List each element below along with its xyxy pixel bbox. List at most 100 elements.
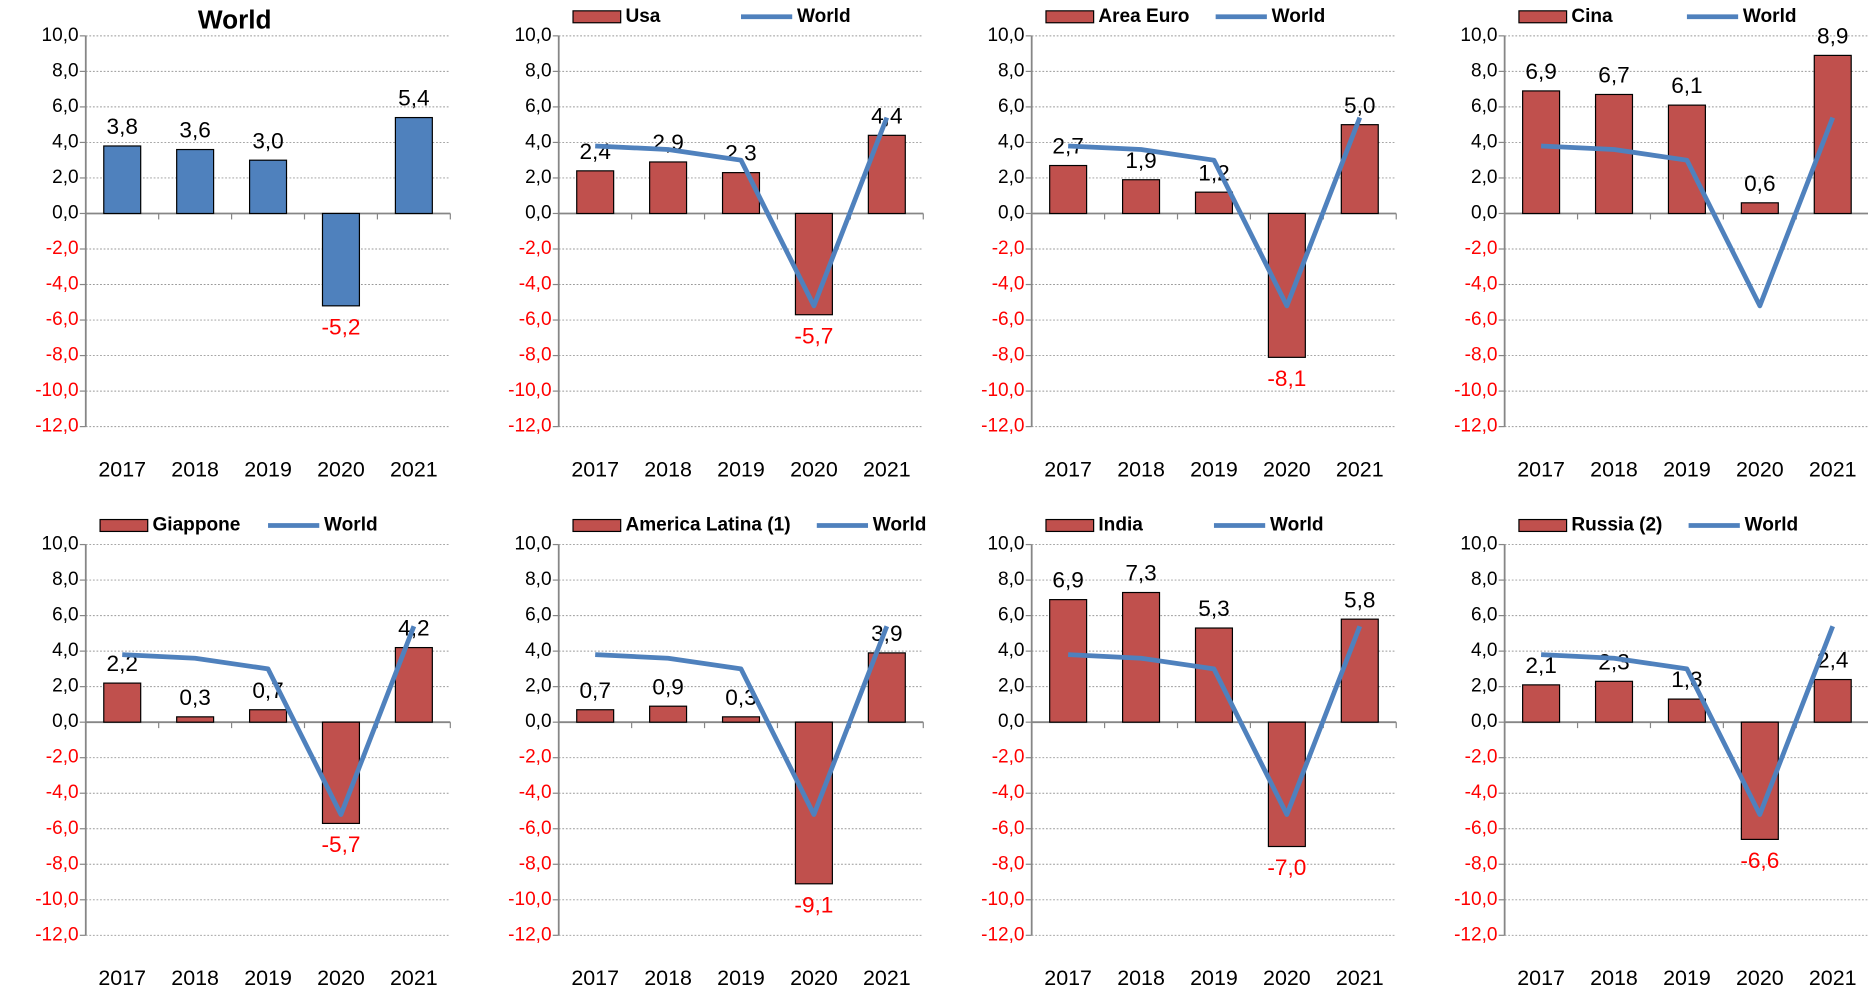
x-tick-label: 2019	[717, 966, 765, 990]
bar	[248, 159, 288, 215]
y-tick-label: 2,0	[998, 676, 1024, 697]
value-label: 5,8	[1344, 587, 1375, 612]
bar	[1594, 93, 1634, 215]
y-tick-label: 0,0	[1471, 711, 1497, 732]
line	[1068, 625, 1363, 817]
y-tick-label: 4,0	[52, 640, 78, 661]
y-tick-label: 2,0	[1471, 676, 1497, 697]
value-label: 3,0	[252, 128, 283, 153]
y-tick-label: -12,0	[1454, 924, 1497, 945]
value-label: -7,0	[1267, 855, 1306, 880]
y-tick-label: -8,0	[519, 345, 552, 366]
bar	[1049, 164, 1088, 215]
x-tick-label: 2020	[790, 966, 838, 990]
y-tick-label: -4,0	[519, 782, 552, 803]
x-tick-label: 2021	[863, 457, 911, 481]
y-tick-label: -10,0	[981, 380, 1024, 401]
x-tick-label: 2019	[1663, 457, 1711, 481]
x-tick-label: 2020	[1736, 966, 1784, 990]
y-tick-label: 8,0	[1471, 569, 1497, 590]
value-label: 0,6	[1744, 171, 1775, 196]
y-tick-label: -8,0	[992, 345, 1025, 366]
x-tick-label: 2018	[1590, 457, 1638, 481]
bar	[1340, 618, 1379, 723]
y-tick-label: 0,0	[998, 711, 1024, 732]
value-label: 3,9	[871, 621, 902, 646]
line	[1540, 116, 1835, 309]
legend-label: World	[797, 6, 851, 27]
value-label: 6,1	[1671, 73, 1702, 98]
x-tick-label: 2021	[1809, 966, 1857, 990]
y-tick-label: -2,0	[1465, 238, 1498, 259]
y-tick-label: -12,0	[508, 416, 551, 437]
y-tick-label: 0,0	[1471, 203, 1497, 224]
bar	[1594, 680, 1634, 723]
bar	[176, 148, 215, 215]
y-tick-label: 4,0	[52, 131, 78, 152]
y-tick-label: -6,0	[46, 309, 79, 330]
bar	[1667, 698, 1706, 723]
x-tick-label: 2018	[644, 457, 692, 481]
y-tick-label: -2,0	[46, 747, 79, 768]
y-tick-label: -4,0	[46, 782, 79, 803]
x-tick-label: 2019	[1663, 966, 1711, 990]
x-tick-label: 2020	[1736, 457, 1784, 481]
legend-label: World	[324, 515, 378, 536]
value-label: 0,9	[652, 674, 683, 699]
value-label: -9,1	[794, 892, 833, 917]
bar	[794, 212, 833, 316]
y-tick-label: 8,0	[52, 60, 78, 81]
value-label: 7,3	[1125, 561, 1156, 586]
y-tick-label: -4,0	[992, 782, 1025, 803]
x-tick-label: 2017	[1517, 966, 1565, 990]
y-tick-label: 10,0	[1460, 25, 1497, 46]
y-tick-label: 8,0	[998, 569, 1024, 590]
y-tick-label: 4,0	[1471, 640, 1497, 661]
y-tick-label: -12,0	[508, 924, 551, 945]
x-tick-label: 2017	[1517, 457, 1565, 481]
y-tick-label: -4,0	[1465, 274, 1498, 295]
x-tick-label: 2018	[1117, 457, 1165, 481]
y-tick-label: -2,0	[519, 747, 552, 768]
x-tick-label: 2017	[571, 966, 619, 990]
value-label: 6,9	[1525, 59, 1556, 84]
line	[595, 625, 890, 817]
y-tick-label: 8,0	[525, 60, 551, 81]
y-tick-label: -2,0	[992, 238, 1025, 259]
x-tick-label: 2017	[1044, 457, 1092, 481]
y-tick-label: -10,0	[35, 380, 78, 401]
y-tick-label: -6,0	[519, 818, 552, 839]
y-tick-label: 2,0	[52, 676, 78, 697]
value-label: 4,4	[871, 103, 902, 128]
y-tick-label: -2,0	[992, 747, 1025, 768]
y-tick-label: 4,0	[998, 131, 1024, 152]
y-tick-label: -12,0	[981, 416, 1024, 437]
value-label: 6,9	[1052, 568, 1083, 593]
value-label: -5,7	[794, 323, 833, 348]
y-tick-label: 10,0	[515, 534, 552, 555]
bar	[1049, 599, 1088, 723]
y-tick-label: 6,0	[525, 96, 551, 117]
y-tick-label: 4,0	[525, 131, 551, 152]
x-tick-label: 2017	[98, 966, 146, 990]
y-tick-label: 6,0	[998, 96, 1024, 117]
x-tick-label: 2018	[1117, 966, 1165, 990]
x-tick-label: 2019	[1190, 966, 1238, 990]
x-tick-label: 2019	[1190, 457, 1238, 481]
legend-label: World	[1272, 6, 1326, 27]
y-tick-label: -12,0	[981, 924, 1024, 945]
line	[1540, 625, 1835, 817]
legend-label: World	[873, 515, 927, 536]
y-tick-label: 6,0	[525, 605, 551, 626]
x-tick-label: 2021	[863, 966, 911, 990]
x-tick-label: 2019	[244, 457, 292, 481]
legend-swatch	[1045, 518, 1095, 533]
bar	[721, 716, 761, 723]
legend-label: Area Euro	[1098, 6, 1189, 27]
x-tick-label: 2017	[1044, 966, 1092, 990]
bar	[176, 716, 215, 723]
y-tick-label: 8,0	[1471, 60, 1497, 81]
value-label: 2,4	[579, 139, 610, 164]
value-label: 6,7	[1598, 63, 1629, 88]
